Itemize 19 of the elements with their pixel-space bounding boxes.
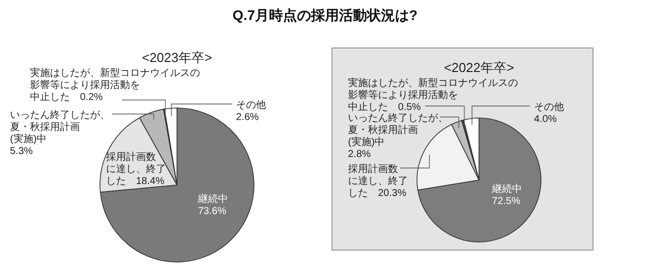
slice-label: 採用計画数に達し、終了した 20.3% [348, 163, 408, 199]
data-label: 5.3% [10, 146, 33, 157]
data-label: 72.5% [492, 196, 520, 207]
slice-label: いったん終了したが、夏・秋採用計画(実施)中 [348, 112, 448, 148]
chart-subtitle: <2023年卒> [142, 50, 212, 65]
slice-label: その他 [534, 101, 564, 113]
chart-subtitle: <2022年卒> [444, 60, 514, 75]
data-label: 2.8% [348, 149, 371, 160]
text: Q.7月時点の採用活動状況は? [232, 7, 418, 23]
slice-label: 実施はしたが、新型コロナウイルスの影響等により採用活動を中止した 0.5% [348, 77, 518, 113]
data-label: 73.6% [198, 206, 226, 217]
slice-label: その他 [236, 99, 266, 111]
data-label: 4.0% [534, 114, 557, 125]
slice-label: 採用計画数に達し、終了した 18.4% [106, 151, 166, 187]
slice-label: 継続中 [491, 183, 522, 195]
data-label: 2.6% [236, 112, 259, 123]
slice-label: いったん終了したが、夏・秋採用計画(実施)中 [10, 109, 110, 145]
slice-label: 継続中 [197, 193, 228, 205]
slice-label: 実施はしたが、新型コロナウイルスの影響等により採用活動を中止した 0.2% [30, 67, 200, 103]
